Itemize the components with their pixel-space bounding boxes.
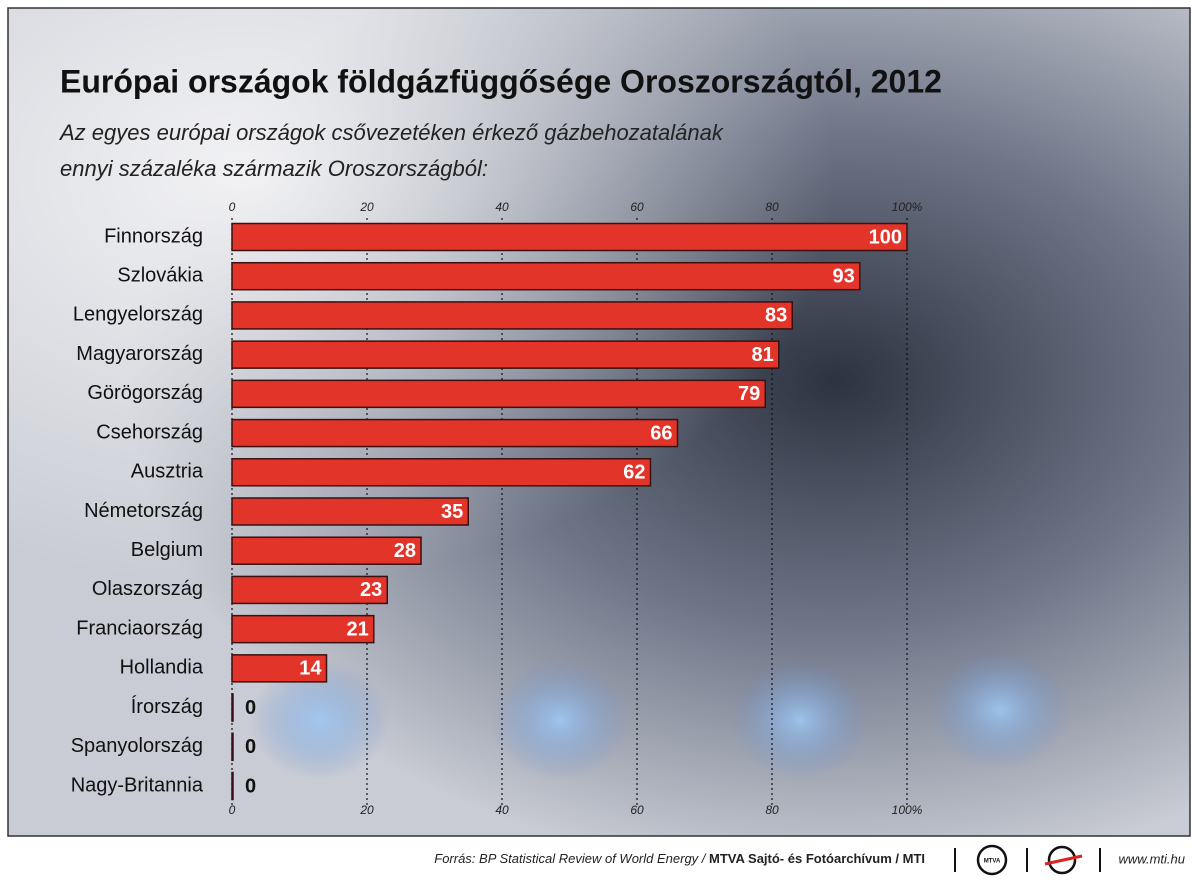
flame-glow: [930, 650, 1070, 770]
x-tick-label: 60: [630, 200, 644, 214]
frame: [7, 7, 1191, 837]
value-label: 21: [347, 618, 369, 640]
x-tick-label: 60: [630, 803, 644, 817]
y-tick-label: Görögország: [87, 382, 203, 404]
x-tick-label: 80: [765, 200, 779, 214]
value-label: 93: [833, 265, 855, 287]
bar: [231, 261, 861, 291]
bar: [231, 771, 234, 801]
bar: [231, 693, 234, 722]
y-tick-label: Lengyelország: [73, 304, 203, 326]
bar: [231, 614, 375, 644]
y-tick-label: Hollandia: [120, 657, 204, 679]
bar: [231, 732, 234, 762]
x-tick-label: 40: [495, 803, 509, 817]
value-label: 0: [245, 775, 256, 797]
value-label: 14: [299, 658, 322, 680]
value-label: 79: [738, 383, 760, 405]
y-tick-label: Írország: [131, 695, 203, 718]
x-tick-label: 100%: [892, 803, 923, 817]
value-label: 66: [650, 422, 672, 444]
value-label: 83: [765, 305, 787, 327]
flame-glow: [490, 660, 630, 780]
source-text: Forrás: BP Statistical Review of World E…: [434, 851, 709, 866]
y-tick-label: Magyarország: [76, 343, 203, 365]
x-tick-label: 20: [359, 803, 374, 817]
flame-glow: [730, 660, 870, 780]
bar: [231, 418, 679, 448]
value-label: 35: [441, 501, 463, 523]
bar: [231, 536, 422, 565]
value-label: 23: [360, 579, 382, 601]
bar: [231, 654, 328, 683]
y-tick-label: Olaszország: [92, 578, 203, 600]
value-label: 81: [752, 344, 774, 366]
x-tick-label: 20: [359, 200, 374, 214]
source: Forrás: BP Statistical Review of World E…: [434, 851, 925, 866]
bar: [231, 340, 780, 369]
x-tick-label: 0: [229, 200, 236, 214]
flame-glow: [250, 660, 390, 780]
y-tick-label: Szlovákia: [117, 264, 203, 286]
bar: [231, 497, 469, 526]
chart-subtitle: ennyi százaléka származik Oroszországból…: [60, 156, 488, 181]
y-tick-label: Németország: [84, 500, 203, 522]
value-label: 0: [245, 697, 256, 719]
logo: [1047, 845, 1077, 875]
value-label: 62: [623, 462, 645, 484]
source-text: MTVA Sajtó- és Fotóarchívum / MTI: [709, 851, 925, 866]
logo-line: [1044, 854, 1083, 866]
chart-title: Európai országok földgázfüggősége Oroszo…: [60, 63, 942, 99]
logo: [976, 844, 1008, 876]
x-tick-label: 0: [229, 803, 236, 817]
y-tick-label: Csehország: [96, 421, 203, 443]
logo-text: MTVA: [984, 859, 1001, 865]
y-tick-label: Finnország: [104, 225, 203, 247]
x-tick-label: 40: [495, 200, 509, 214]
bar: [231, 575, 388, 605]
y-tick-label: Franciaország: [76, 617, 203, 639]
chart-subtitle: Az egyes európai országok csővezetéken é…: [58, 120, 724, 145]
x-tick-label: 100%: [892, 200, 923, 214]
y-tick-label: Belgium: [131, 539, 203, 561]
bar: [231, 458, 652, 487]
x-tick-label: 80: [765, 803, 779, 817]
y-tick-label: Nagy-Britannia: [71, 774, 204, 796]
website: www.mti.hu: [1119, 851, 1185, 866]
bar: [231, 222, 908, 252]
bar: [231, 379, 766, 409]
value-label: 28: [394, 540, 416, 562]
value-label: 0: [245, 736, 256, 758]
value-label: 100: [869, 226, 902, 248]
y-tick-label: Spanyolország: [71, 735, 203, 757]
y-tick-label: Ausztria: [131, 461, 204, 483]
bar: [231, 301, 793, 330]
